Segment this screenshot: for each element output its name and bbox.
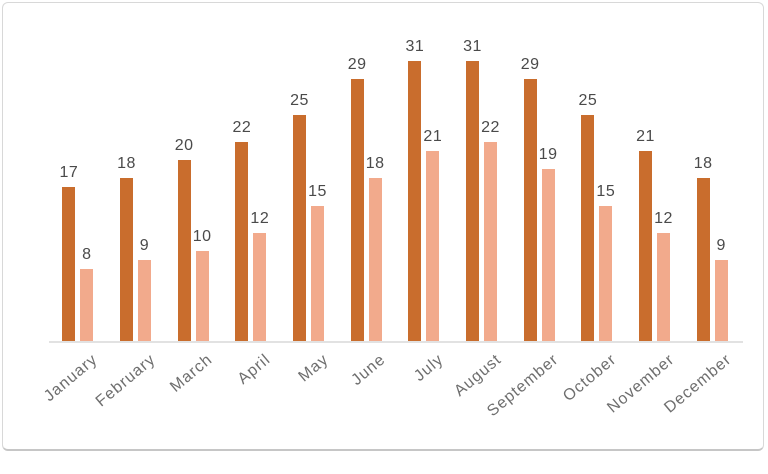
value-label-series-1-july: 31 (405, 38, 425, 55)
bar-series-1-march (177, 160, 191, 341)
bar-series-2-june (368, 178, 382, 341)
bar-series-1-november (638, 151, 652, 341)
value-label-series-1-february: 18 (117, 155, 136, 172)
bar-group-march: 20 10 (164, 3, 222, 341)
value-label-series-1-december: 18 (693, 155, 713, 172)
value-label-series-2-november: 12 (654, 210, 673, 227)
bar-group-july: 31 21 (395, 3, 453, 341)
bar-series-2-october (599, 206, 613, 341)
value-label-series-2-august: 22 (481, 119, 500, 136)
value-label-series-2-june: 18 (365, 155, 385, 172)
bar-series-2-january (80, 269, 94, 341)
value-label-series-1-november: 21 (636, 128, 655, 145)
bar-group-april: 22 12 (222, 3, 280, 341)
bar-series-2-november (656, 233, 670, 341)
bar-series-2-july (426, 151, 440, 341)
bar-group-november: 21 12 (626, 3, 684, 341)
value-label-series-1-june: 29 (347, 56, 367, 73)
x-axis-labels: January February March April May June July Augu… (41, 3, 741, 452)
bar-series-2-april (253, 233, 267, 341)
bar-group-august: 31 22 (453, 3, 511, 341)
value-label-series-1-may: 25 (290, 92, 309, 109)
chart-card: 17 8 18 9 20 10 22 12 25 15 29 18 31 21 31 22 29 19 25 15 21… (2, 2, 764, 451)
value-label-series-2-october: 15 (596, 183, 616, 200)
bar-series-2-march (195, 251, 209, 341)
bar-series-1-january (62, 187, 76, 341)
bar-group-may: 25 15 (280, 3, 338, 341)
bar-group-june: 29 18 (337, 3, 395, 341)
bar-group-september: 29 19 (510, 3, 568, 341)
value-label-series-2-september: 19 (538, 146, 558, 163)
bar-series-1-may (292, 115, 306, 341)
bar-group-january: 17 8 (49, 3, 107, 341)
x-axis-line (49, 341, 743, 343)
bar-series-1-december (696, 178, 710, 341)
bar-series-1-april (235, 142, 249, 341)
bar-chart-plot: 17 8 18 9 20 10 22 12 25 15 29 18 31 21 31 22 29 19 25 15 21… (3, 3, 763, 449)
value-label-series-1-september: 29 (520, 56, 540, 73)
bar-series-2-august (483, 142, 497, 341)
value-label-series-2-december: 9 (716, 237, 726, 254)
value-label-series-1-january: 17 (59, 164, 79, 181)
value-label-series-1-april: 22 (232, 119, 252, 136)
value-label-series-2-april: 12 (250, 210, 270, 227)
value-label-series-1-august: 31 (463, 38, 482, 55)
bar-series-2-february (137, 260, 151, 341)
bar-series-1-june (350, 79, 364, 341)
bar-groups: 17 8 18 9 20 10 22 12 25 15 29 18 31 21 31 22 29 19 25 15 21… (49, 3, 741, 341)
bar-series-2-may (310, 206, 324, 341)
value-label-series-1-march: 20 (174, 137, 194, 154)
value-label-series-2-may: 15 (308, 183, 327, 200)
bar-series-1-july (408, 61, 422, 341)
value-label-series-2-march: 10 (192, 228, 212, 245)
value-label-series-1-october: 25 (578, 92, 598, 109)
bar-group-december: 18 9 (683, 3, 741, 341)
bar-series-1-august (465, 61, 479, 341)
bar-group-october: 25 15 (568, 3, 626, 341)
bar-series-1-september (523, 79, 537, 341)
value-label-series-2-february: 9 (139, 237, 150, 254)
bar-group-february: 18 9 (107, 3, 165, 341)
value-label-series-2-january: 8 (82, 246, 92, 263)
bar-series-2-september (541, 169, 555, 341)
bar-series-2-december (714, 260, 728, 341)
value-label-series-2-july: 21 (423, 128, 443, 145)
bar-series-1-february (119, 178, 133, 341)
bar-series-1-october (581, 115, 595, 341)
